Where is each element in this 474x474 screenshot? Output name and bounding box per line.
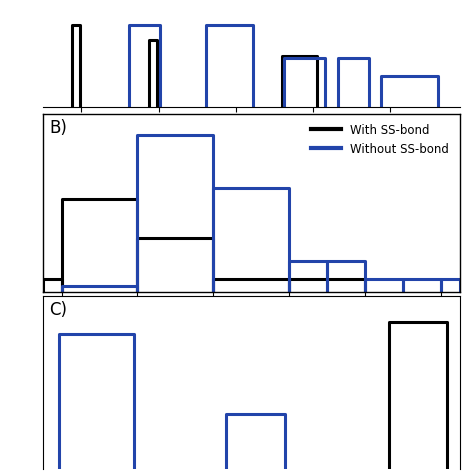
- X-axis label: Hydrophobic Surface Area (nm$^2$): Hydrophobic Surface Area (nm$^2$): [149, 135, 354, 155]
- Text: B): B): [49, 119, 67, 137]
- X-axis label: Radius of Gyration (nm): Radius of Gyration (nm): [176, 320, 326, 333]
- Text: C): C): [49, 301, 67, 319]
- Legend: With SS-bond, Without SS-bond: With SS-bond, Without SS-bond: [307, 119, 454, 161]
